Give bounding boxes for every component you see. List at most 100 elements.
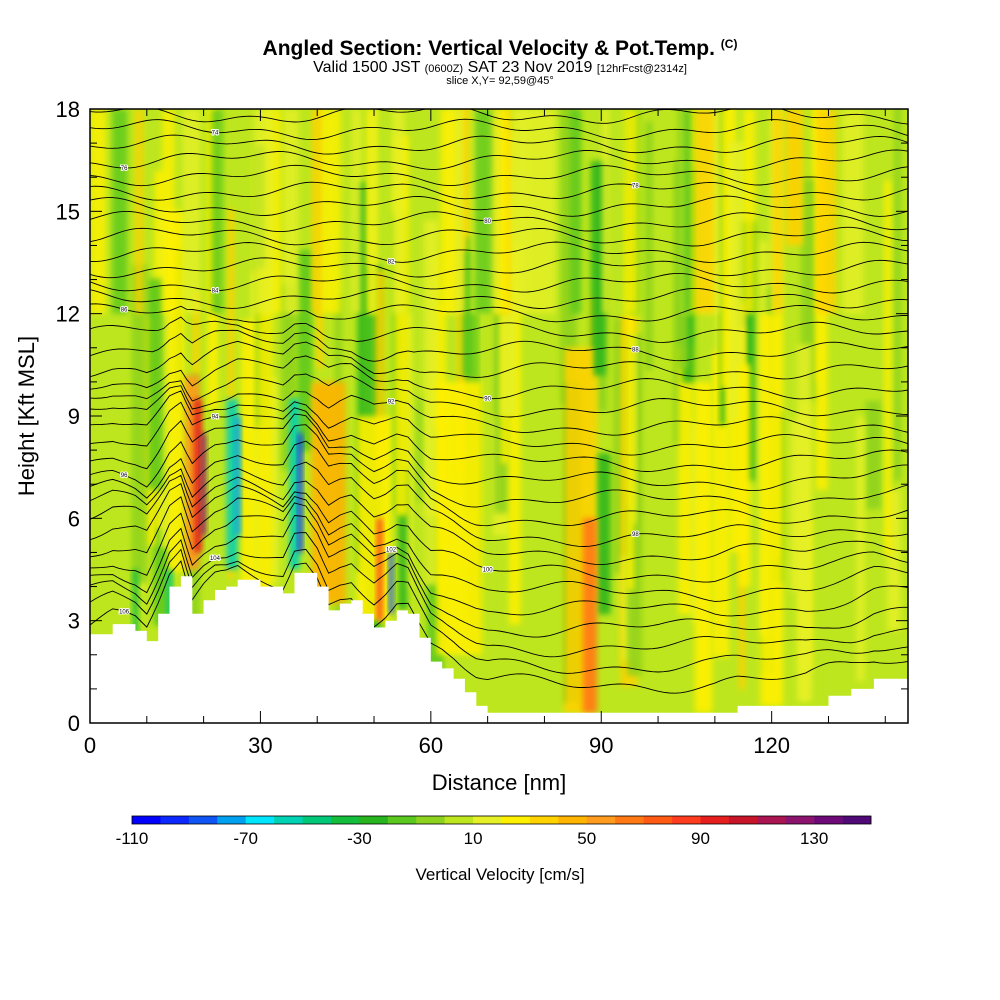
y-tick-label: 0 [68, 711, 80, 736]
velocity-core [234, 416, 241, 536]
theta-contour [90, 390, 908, 456]
theta-contour [90, 532, 908, 658]
velocity-core [193, 398, 202, 553]
contour-label: 80 [484, 219, 491, 225]
theta-contour [90, 272, 908, 294]
x-tick-label: 60 [419, 733, 443, 758]
velocity-streak [474, 109, 492, 314]
slice-info: slice X,Y= 92,59@45° [446, 75, 554, 87]
velocity-core [388, 552, 394, 614]
theta-contour [90, 226, 908, 247]
colorbar-swatch [785, 816, 815, 824]
contour-label: 94 [212, 415, 219, 421]
colorbar-swatch [842, 816, 872, 824]
y-tick-label: 6 [68, 506, 80, 531]
velocity-core [289, 398, 300, 570]
velocity-core [226, 398, 238, 570]
y-tick-label: 12 [56, 302, 80, 327]
contour-label: 86 [121, 307, 128, 313]
theta-contour [90, 401, 908, 472]
colorbar-swatch [643, 816, 673, 824]
velocity-core [311, 381, 346, 604]
contour-labels: 106 104 102 100 98 96 94 92 90 88 86 84 82 80 78 76 74 [118, 130, 640, 617]
theta-contour [90, 548, 908, 674]
velocity-streak [738, 363, 751, 587]
y-tick-label: 15 [56, 199, 80, 224]
x-axis: 0 30 60 90 120 [84, 109, 886, 758]
velocity-streak [311, 109, 320, 314]
contour-label: 102 [386, 548, 397, 554]
contour-label: 88 [632, 348, 639, 354]
velocity-streak [256, 268, 273, 668]
velocity-core [785, 109, 803, 246]
theta-contour [90, 355, 908, 400]
colorbar-swatch [814, 816, 843, 824]
colorbar-tick-label: -110 [116, 829, 149, 848]
velocity-streak [269, 377, 279, 583]
theta-contour [90, 515, 908, 638]
colorbar-swatch [416, 816, 445, 824]
colorbar-swatch [558, 816, 588, 824]
velocity-streak [227, 208, 234, 578]
velocity-streak [884, 180, 891, 556]
colorbar-swatch [700, 816, 730, 824]
contour-label: 104 [210, 556, 221, 562]
velocity-streak [624, 109, 639, 314]
valid-zulu: (0600Z) [424, 63, 464, 75]
colorbar-swatch [728, 816, 758, 824]
contour-label: 100 [483, 567, 494, 573]
velocity-streak [687, 109, 697, 314]
velocity-streak [682, 109, 692, 314]
theta-contours [90, 109, 908, 694]
x-tick-label: 0 [84, 733, 96, 758]
velocity-core [694, 381, 713, 713]
colorbar-swatch [387, 816, 417, 824]
velocity-core [760, 313, 784, 706]
x-tick-label: 30 [248, 733, 272, 758]
contour-label: 76 [121, 166, 128, 172]
theta-contour [90, 340, 908, 380]
theta-contour [90, 181, 908, 201]
theta-contour [90, 303, 908, 323]
velocity-streak [182, 109, 201, 314]
y-tick-label: 9 [68, 404, 80, 429]
velocity-streak [602, 109, 609, 314]
colorbar-swatch [586, 816, 616, 824]
colorbar-swatch [359, 816, 389, 824]
forecast-info: [12hrFcst@2314z] [596, 63, 687, 75]
velocity-streak [800, 410, 809, 702]
velocity-core [436, 381, 482, 655]
y-axis-title: Height [Kft MSL] [14, 336, 39, 496]
theta-contour [90, 474, 908, 566]
y-tick-label: 3 [68, 609, 80, 634]
x-axis-title: Distance [nm] [432, 770, 567, 795]
theta-contour [90, 373, 908, 418]
velocity-streak [645, 121, 653, 370]
contour-label: 78 [632, 183, 639, 189]
velocity-streak [856, 417, 865, 681]
velocity-streak [590, 161, 606, 376]
colorbar-swatch [245, 816, 275, 824]
theta-contour [90, 149, 908, 171]
velocity-streak [320, 109, 341, 314]
velocity-core [356, 416, 392, 621]
x-tick-label: 90 [589, 733, 613, 758]
velocity-streak [520, 109, 538, 314]
velocity-streak [283, 109, 299, 314]
colorbar-tick-label: 130 [800, 829, 828, 848]
colorbar-tick-label: 10 [464, 829, 483, 848]
colorbar-tick-label: -70 [233, 829, 258, 848]
velocity-streak [678, 346, 694, 615]
velocity-streak [772, 109, 783, 314]
velocity-streak [816, 109, 837, 314]
theta-contour [90, 495, 908, 602]
theta-contour [90, 461, 908, 547]
terrain-mask [90, 572, 908, 723]
theta-contour [90, 440, 908, 527]
contour-label: 84 [212, 289, 219, 295]
theta-contour [90, 164, 908, 187]
velocity-core [132, 569, 139, 635]
colorbar-swatch [188, 816, 218, 824]
y-tick-label: 18 [56, 97, 80, 122]
